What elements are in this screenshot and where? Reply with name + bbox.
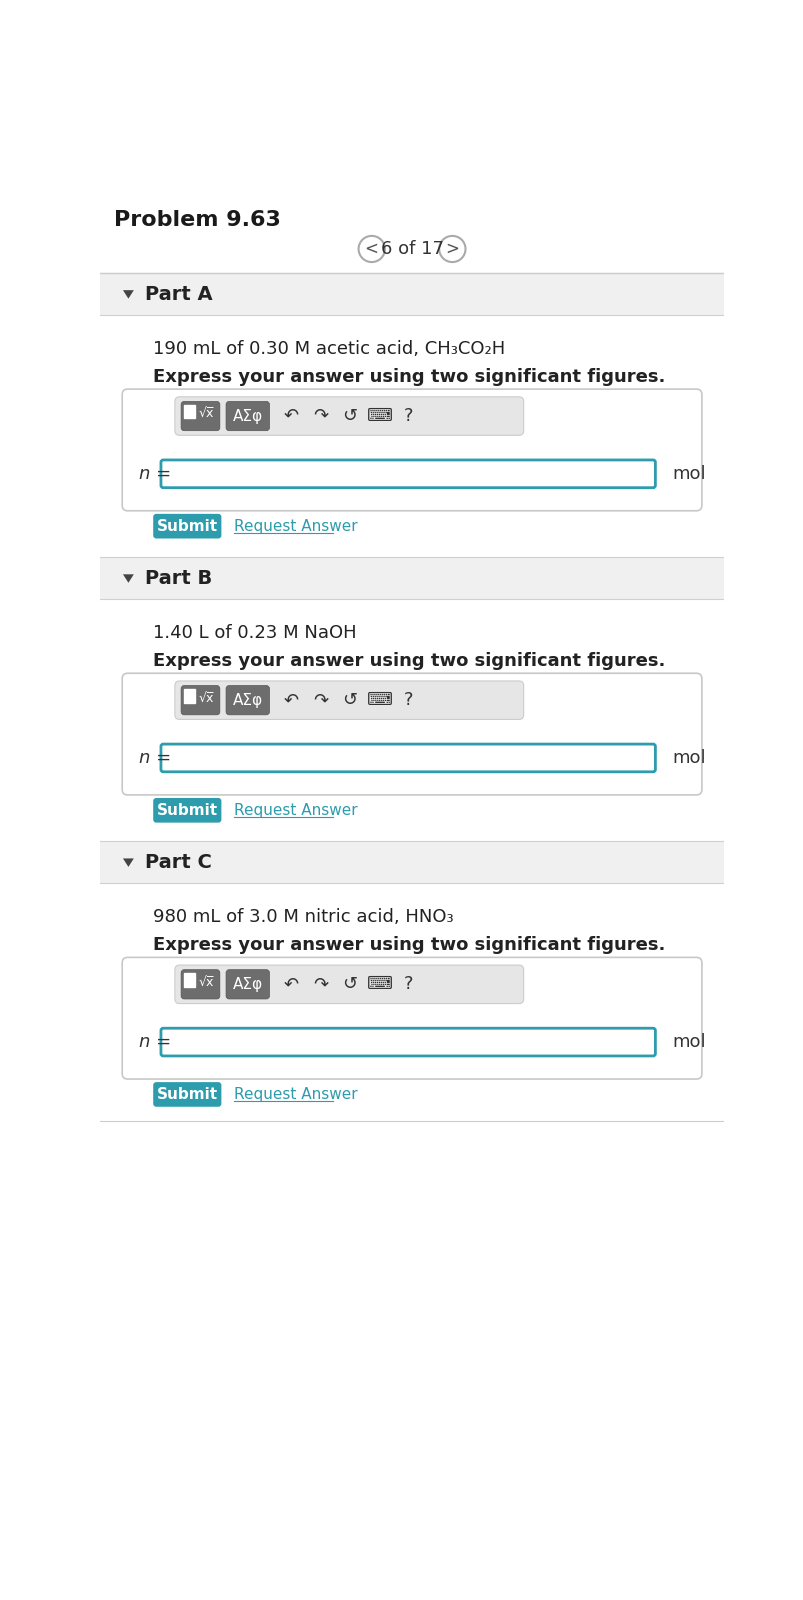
Text: >: > — [445, 240, 459, 258]
Text: Submit: Submit — [157, 1086, 218, 1102]
Polygon shape — [123, 574, 133, 582]
FancyBboxPatch shape — [181, 685, 219, 715]
Text: ⌨: ⌨ — [366, 691, 392, 709]
Text: ⌨: ⌨ — [366, 406, 392, 426]
FancyBboxPatch shape — [153, 1082, 221, 1107]
Text: AΣφ: AΣφ — [232, 693, 263, 707]
Text: ↺: ↺ — [342, 691, 357, 709]
FancyBboxPatch shape — [226, 402, 269, 430]
FancyBboxPatch shape — [161, 744, 654, 771]
Text: Express your answer using two significant figures.: Express your answer using two significan… — [153, 368, 665, 386]
Text: ?: ? — [404, 406, 414, 426]
Text: ↷: ↷ — [312, 976, 328, 994]
FancyBboxPatch shape — [153, 514, 221, 539]
FancyBboxPatch shape — [122, 674, 701, 795]
Text: ↺: ↺ — [342, 406, 357, 426]
Text: <: < — [365, 240, 378, 258]
Text: Express your answer using two significant figures.: Express your answer using two significan… — [153, 651, 665, 670]
Bar — [100, 557, 723, 600]
Text: Request Answer: Request Answer — [234, 803, 357, 818]
Text: 6 of 17: 6 of 17 — [380, 240, 443, 258]
Text: ⌨: ⌨ — [366, 976, 392, 994]
Text: ?: ? — [404, 691, 414, 709]
Text: Request Answer: Request Answer — [234, 518, 357, 534]
Text: AΣφ: AΣφ — [232, 978, 263, 992]
Text: √x̅: √x̅ — [198, 976, 214, 989]
FancyBboxPatch shape — [122, 389, 701, 510]
FancyBboxPatch shape — [226, 685, 269, 715]
Text: n =: n = — [139, 466, 171, 483]
Text: Part C: Part C — [145, 853, 212, 872]
Text: Express your answer using two significant figures.: Express your answer using two significan… — [153, 936, 665, 954]
FancyBboxPatch shape — [161, 459, 654, 488]
Text: n =: n = — [139, 749, 171, 766]
FancyBboxPatch shape — [161, 1029, 654, 1056]
Text: ↷: ↷ — [312, 691, 328, 709]
Polygon shape — [123, 290, 133, 299]
Bar — [184, 405, 195, 418]
Text: ?: ? — [404, 976, 414, 994]
FancyBboxPatch shape — [181, 402, 219, 430]
Text: ↶: ↶ — [283, 406, 299, 426]
Text: Part A: Part A — [145, 285, 213, 304]
Circle shape — [358, 235, 385, 262]
Bar — [100, 842, 723, 883]
Circle shape — [438, 235, 465, 262]
Text: ↺: ↺ — [342, 976, 357, 994]
Text: Submit: Submit — [157, 803, 218, 818]
Polygon shape — [123, 859, 133, 867]
FancyBboxPatch shape — [175, 682, 523, 720]
Text: n =: n = — [139, 1034, 171, 1051]
Text: Request Answer: Request Answer — [234, 1086, 357, 1102]
Text: Submit: Submit — [157, 518, 218, 534]
FancyBboxPatch shape — [153, 798, 221, 822]
FancyBboxPatch shape — [181, 970, 219, 998]
Text: ↷: ↷ — [312, 406, 328, 426]
Text: Problem 9.63: Problem 9.63 — [114, 210, 281, 230]
Bar — [100, 274, 723, 315]
Text: ↶: ↶ — [283, 691, 299, 709]
Text: Part B: Part B — [145, 568, 213, 587]
Text: mol: mol — [671, 1034, 705, 1051]
Text: √x̅: √x̅ — [198, 691, 214, 704]
Text: ↶: ↶ — [283, 976, 299, 994]
Bar — [184, 973, 195, 987]
FancyBboxPatch shape — [175, 397, 523, 435]
FancyBboxPatch shape — [175, 965, 523, 1003]
FancyBboxPatch shape — [226, 970, 269, 998]
Bar — [184, 688, 195, 702]
FancyBboxPatch shape — [122, 957, 701, 1078]
Text: mol: mol — [671, 466, 705, 483]
Text: 980 mL of 3.0 M nitric acid, HNO₃: 980 mL of 3.0 M nitric acid, HNO₃ — [153, 909, 453, 926]
Text: 190 mL of 0.30 M acetic acid, CH₃CO₂H: 190 mL of 0.30 M acetic acid, CH₃CO₂H — [153, 341, 505, 358]
Text: AΣφ: AΣφ — [232, 408, 263, 424]
Text: √x̅: √x̅ — [198, 408, 214, 421]
Text: mol: mol — [671, 749, 705, 766]
Text: 1.40 L of 0.23 M NaOH: 1.40 L of 0.23 M NaOH — [153, 624, 357, 642]
